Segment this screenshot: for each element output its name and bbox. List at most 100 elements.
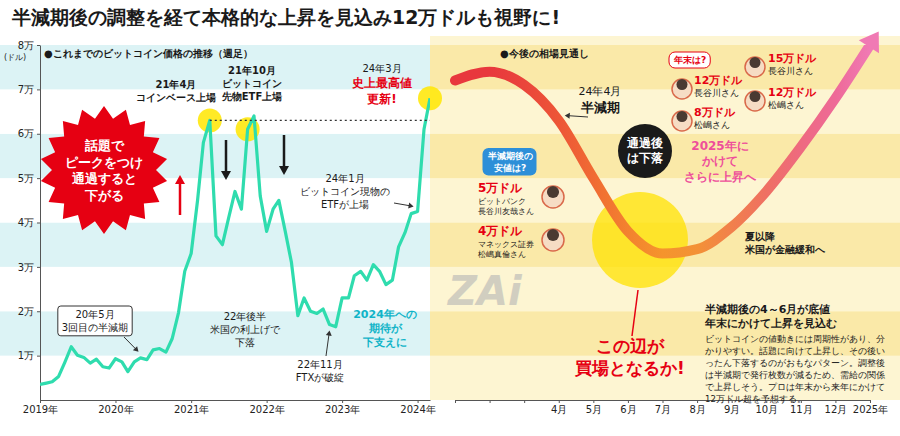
- text-line: は下落: [627, 151, 664, 165]
- forecast-person: 長谷川友哉さん: [478, 207, 534, 216]
- text-line: 史上最高値: [352, 76, 412, 90]
- text-line: 先物ETF上場: [221, 91, 282, 102]
- grid-band: [0, 267, 430, 311]
- forecast-x-axis-tick-label: 8月: [689, 404, 705, 415]
- forecast-x-axis-tick-mark: [628, 400, 629, 403]
- forecast-x-axis-tick-label: 12月: [825, 404, 848, 415]
- forecast-x-axis-tick-label: 5月: [586, 404, 602, 415]
- text-line: ビットコイン: [222, 78, 282, 89]
- y-axis-tick-label: 4万: [18, 217, 34, 228]
- forecast-x-axis-tick-label: 11月: [790, 404, 813, 415]
- forecast-x-axis-tick-label: 9月: [724, 404, 740, 415]
- x-axis-tick-label: 2020年: [98, 404, 133, 415]
- forecast-x-axis-tick-mark: [870, 400, 871, 403]
- avatar-hair: [677, 111, 688, 122]
- x-axis-tick-label: 2024年: [400, 404, 435, 415]
- y-axis-tick-label: 8万: [18, 40, 34, 51]
- text-line: 24年4月: [579, 85, 622, 98]
- trend-arrow-up-head: [175, 175, 185, 184]
- y-axis-tick-mark: [37, 356, 40, 357]
- forecast-x-axis-tick: 6月: [620, 400, 636, 415]
- trend-arrow-up: [179, 182, 182, 215]
- forecast-price: 4万ドル: [478, 224, 523, 238]
- x-axis-tick-mark: [342, 400, 343, 403]
- y-axis-tick-mark: [37, 311, 40, 312]
- annotation: 話題でピークをつけ通過すると下がる: [65, 138, 143, 203]
- x-axis-tick-label: 2021年: [174, 404, 209, 415]
- forecast-person: 松嶋真倫さん: [478, 250, 526, 259]
- annotation: 22年後半米国の利上げで下落: [210, 311, 281, 348]
- y-axis-tick: 1万: [18, 350, 40, 361]
- forecast-x-axis-tick-label: 7月: [655, 404, 671, 415]
- y-axis-tick-label: 3万: [18, 262, 34, 273]
- leader-head: [326, 331, 332, 336]
- forecast-x-axis-tick-mark: [593, 400, 594, 403]
- avatar: [745, 91, 765, 111]
- x-axis-tick: 2020年: [98, 400, 133, 415]
- leader: [632, 290, 638, 336]
- leader-head: [133, 346, 139, 352]
- forecast-x-axis-tick-label: 10月: [755, 404, 778, 415]
- y-axis-tick-mark: [37, 45, 40, 46]
- annotation: 20年5月3回目の半減期: [62, 309, 128, 333]
- peak-level-line: [210, 120, 430, 121]
- text-line: 21年10月: [228, 65, 276, 76]
- forecast-person: 松嶋さん: [768, 100, 804, 110]
- annotation: 24年4月半減期: [579, 85, 622, 115]
- text-line: 24年3月: [362, 63, 401, 74]
- text-line: かけて: [701, 154, 738, 168]
- y-axis-tick: 3万: [18, 262, 40, 273]
- forecast-line: [455, 45, 870, 254]
- burst: [41, 106, 167, 234]
- text-line: 下落: [235, 337, 255, 348]
- text-line: 夏以降: [744, 231, 776, 242]
- avatar-hair: [750, 91, 761, 102]
- text-line: 21年4月: [156, 79, 197, 90]
- text-line: 下支えに: [362, 336, 407, 349]
- forecast-price: 5万ドル: [478, 181, 523, 195]
- watermark: ZAi: [446, 268, 523, 314]
- text-line: 米国の利上げで: [210, 324, 281, 335]
- forecast-price: 15万ドル: [768, 52, 817, 65]
- y-axis-line: [40, 46, 41, 401]
- forecast-x-axis-tick-label: 4月: [551, 404, 567, 415]
- x-axis: 2019年2020年2021年2022年2023年2024年: [23, 400, 436, 415]
- subtitle: ●今後の相場見通し: [500, 48, 589, 59]
- avatar-hair: [750, 57, 761, 68]
- y-axis-tick-label: 7万: [18, 84, 34, 95]
- x-axis-tick: 2024年: [400, 400, 435, 415]
- title: 半減期後の調整を経て本格的な上昇を見込み12万ドルも視野に!: [11, 6, 560, 28]
- forecast-heading: 年末は?: [673, 55, 706, 65]
- annotation: 夏以降米国が金融緩和へ: [744, 231, 826, 255]
- text-line: 買場となるか!: [574, 358, 685, 378]
- leader: [394, 203, 410, 206]
- text-line: 安値は?: [494, 163, 526, 173]
- text-line: 半減期後の: [487, 151, 533, 161]
- forecast-arrowhead: [859, 32, 879, 54]
- x-axis-tick: 2021年: [174, 400, 209, 415]
- forecast-panel: [430, 36, 900, 400]
- text-line: 24年1月: [325, 173, 364, 184]
- x-axis-line: [41, 400, 431, 401]
- forecast-x-axis-tick-mark: [697, 400, 698, 403]
- grid-band: [430, 45, 900, 89]
- y-axis-tick-mark: [37, 134, 40, 135]
- y-axis-tick: 5万: [18, 173, 40, 184]
- text-line: 米国が金融緩和へ: [744, 244, 826, 255]
- forecast-x-axis-tick-label: 2025年: [853, 404, 888, 415]
- y-axis-tick-label: 1万: [18, 350, 34, 361]
- text-line: 20年5月: [75, 309, 114, 320]
- forecast-firm: マネックス証券: [478, 240, 534, 249]
- leader-head: [408, 203, 413, 209]
- y-axis-tick: 4万: [18, 217, 40, 228]
- text-line: コインベース上場: [136, 92, 216, 103]
- forecast-x-axis-tick: 2025年: [853, 400, 888, 415]
- x-axis-tick-label: 2023年: [325, 404, 360, 415]
- text-line: さらに上昇へ: [684, 170, 757, 184]
- y-axis: 1万2万3万4万5万6万7万8万: [18, 40, 41, 401]
- forecast-x-axis: 4月 5月 6月 7月 8月 9月 10月 11月 12月 2025年: [456, 400, 889, 415]
- trend-arrow-down: [225, 140, 228, 173]
- annotation: 2025年にかけてさらに上昇へ: [684, 139, 757, 184]
- y-axis-tick-label: 6万: [18, 128, 34, 139]
- x-axis-tick-label: 2019年: [23, 404, 58, 415]
